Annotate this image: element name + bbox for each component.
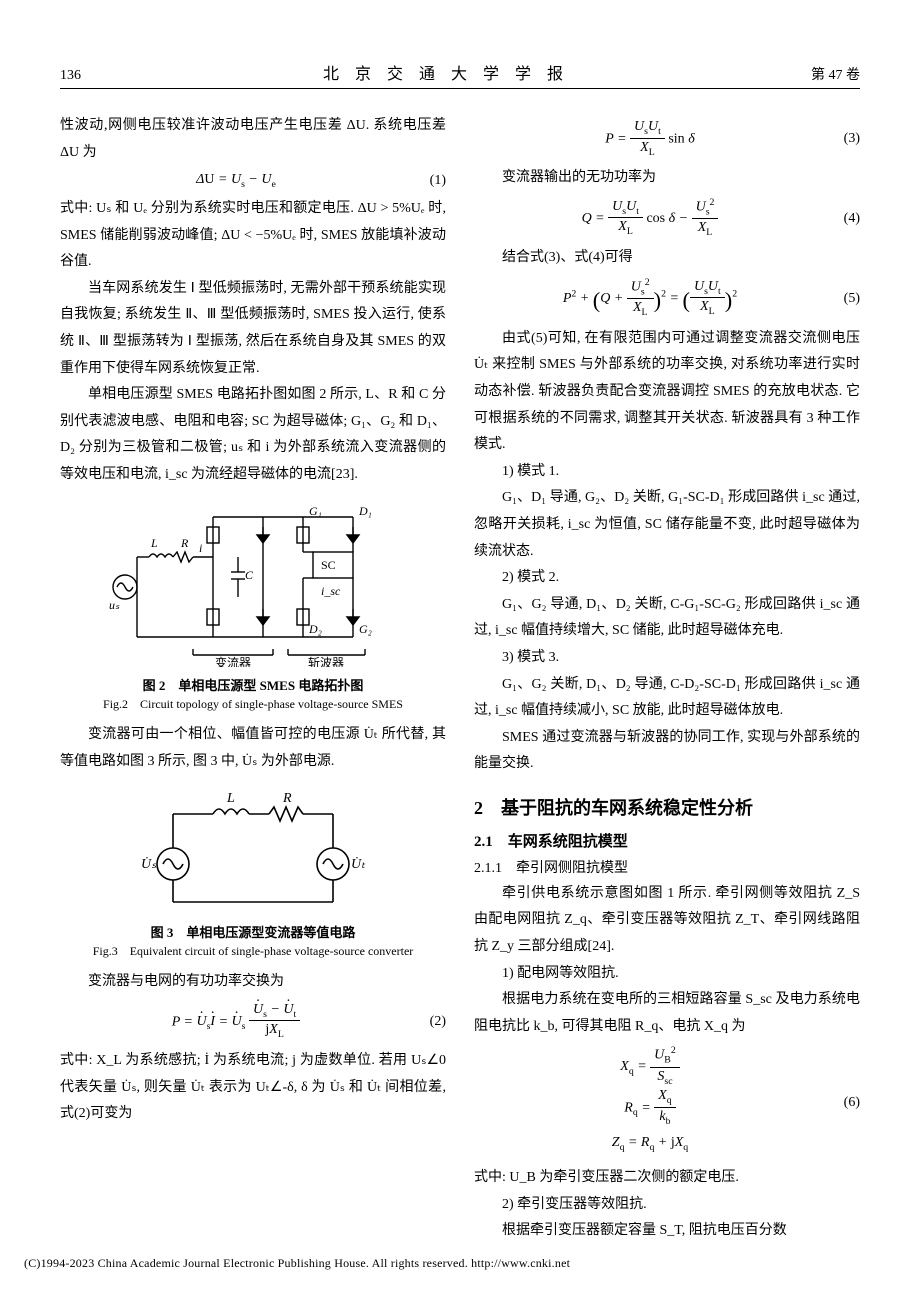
figure-2-caption-en: Fig.2 Circuit topology of single-phase v… [60, 696, 446, 713]
body-text: 式中: Uₛ 和 Uₑ 分别为系统实时电压和额定电压. ΔU > 5%Uₑ 时,… [60, 196, 446, 276]
svg-text:G₁: G₁ [309, 504, 322, 518]
section-2-title: 基于阻抗的车网系统稳定性分析 [501, 798, 753, 818]
svg-text:斩波器: 斩波器 [308, 656, 344, 667]
eq-body: P = UsUtXL sin δ [474, 119, 826, 159]
eq-number: (6) [826, 1095, 860, 1111]
svg-text:i: i [199, 541, 202, 555]
journal-title: 北 京 交 通 大 学 学 报 [323, 60, 569, 84]
right-column: P = UsUtXL sin δ (3) 变流器输出的无功功率为 Q = UsU… [474, 113, 860, 1245]
body-text: G₁、G₂ 关断, D₁、D₂ 导通, C-D₂-SC-D₁ 形成回路供 i_s… [474, 672, 860, 725]
svg-text:D₂: D₂ [308, 622, 322, 636]
svg-text:G₂: G₂ [359, 622, 372, 636]
body-text: 式中: X_L 为系统感抗; İ 为系统电流; j 为虚数单位. 若用 Uₛ∠0… [60, 1048, 446, 1128]
eq-number: (5) [826, 291, 860, 307]
svg-text:U̇ₛ: U̇ₛ [141, 855, 157, 871]
svg-text:变流器: 变流器 [215, 655, 251, 667]
svg-text:C: C [245, 568, 254, 582]
body-text: 变流器输出的无功功率为 [474, 165, 860, 192]
svg-text:uₛ: uₛ [109, 598, 120, 612]
eq-body: Xq = UB2Ssc Rq = Xqkb Zq = Rq + jXq [474, 1046, 826, 1159]
eq-number: (2) [412, 1014, 446, 1030]
content-columns: 性波动,网侧电压较准许波动电压产生电压差 ΔU. 系统电压差 ΔU 为 ΔU =… [60, 113, 860, 1245]
subsection-2-1-heading: 2.1 车网系统阻抗模型 [474, 830, 860, 851]
figure-2-caption-cn: 图 2 单相电压源型 SMES 电路拓扑图 [60, 675, 446, 694]
mode-2-heading: 2) 模式 2. [474, 565, 860, 592]
left-column: 性波动,网侧电压较准许波动电压产生电压差 ΔU. 系统电压差 ΔU 为 ΔU =… [60, 113, 446, 1245]
eq-number: (3) [826, 131, 860, 147]
body-text: 单相电压源型 SMES 电路拓扑图如图 2 所示, L、R 和 C 分别代表滤波… [60, 382, 446, 488]
svg-text:U̇ₜ: U̇ₜ [351, 855, 366, 871]
eq-body: ΔU = Us − Ue [60, 172, 412, 190]
eq-body: P2 + (Q + Us2XL)2 = (UsUtXL)2 [474, 278, 826, 320]
body-text: 牵引供电系统示意图如图 1 所示. 牵引网侧等效阻抗 Z_S 由配电网阻抗 Z_… [474, 881, 860, 961]
body-text: G₁、D₁ 导通, G₂、D₂ 关断, G₁-SC-D₁ 形成回路供 i_sc … [474, 485, 860, 565]
page-number: 136 [60, 68, 81, 84]
equation-1: ΔU = Us − Ue (1) [60, 172, 446, 190]
figure-3-circuit: L R U̇ₛ U̇ₜ [133, 784, 373, 914]
eq-body: Q = UsUtXL cos δ − Us2XL [474, 198, 826, 240]
item-1-heading: 1) 配电网等效阻抗. [474, 961, 860, 988]
equation-2: P = UsI = Us Us − UtjXL (2) [60, 1002, 446, 1042]
svg-text:i_sc: i_sc [321, 584, 341, 598]
volume-label: 第 47 卷 [811, 64, 860, 84]
body-text: 根据电力系统在变电所的三相短路容量 S_sc 及电力系统电阻电抗比 k_b, 可… [474, 987, 860, 1040]
mode-1-heading: 1) 模式 1. [474, 459, 860, 486]
eq-number: (1) [412, 173, 446, 189]
eq-number: (4) [826, 211, 860, 227]
mode-3-heading: 3) 模式 3. [474, 645, 860, 672]
subsubsection-2-1-1-heading: 2.1.1 牵引网侧阻抗模型 [474, 857, 860, 877]
section-2-heading: 2基于阻抗的车网系统稳定性分析 [474, 794, 860, 820]
page-footer: (C)1994-2023 China Academic Journal Elec… [24, 1256, 570, 1271]
figure-3-caption-en: Fig.3 Equivalent circuit of single-phase… [60, 943, 446, 960]
svg-text:SC: SC [321, 558, 336, 572]
figure-2-circuit: L R i uₛ C SC i_sc G₁ D₁ G₂ D₂ 变流器 斩波器 [103, 497, 403, 667]
item-2-heading: 2) 牵引变压器等效阻抗. [474, 1192, 860, 1219]
equation-5: P2 + (Q + Us2XL)2 = (UsUtXL)2 (5) [474, 278, 860, 320]
svg-text:R: R [180, 536, 189, 550]
body-text: 由式(5)可知, 在有限范围内可通过调整变流器交流侧电压 U̇ₜ 来控制 SME… [474, 326, 860, 459]
body-text: SMES 通过变流器与斩波器的协同工作, 实现与外部系统的能量交换. [474, 725, 860, 778]
svg-text:L: L [226, 791, 235, 806]
svg-text:L: L [150, 536, 158, 550]
body-text: 性波动,网侧电压较准许波动电压产生电压差 ΔU. 系统电压差 ΔU 为 [60, 113, 446, 166]
equation-4: Q = UsUtXL cos δ − Us2XL (4) [474, 198, 860, 240]
body-text: 变流器可由一个相位、幅值皆可控的电压源 U̇ₜ 所代替, 其等值电路如图 3 所… [60, 722, 446, 775]
body-text: G₁、G₂ 导通, D₁、D₂ 关断, C-G₁-SC-G₂ 形成回路供 i_s… [474, 592, 860, 645]
body-text: 式中: U_B 为牵引变压器二次侧的额定电压. [474, 1165, 860, 1192]
page-header: 136 北 京 交 通 大 学 学 报 第 47 卷 [60, 60, 860, 89]
body-text: 根据牵引变压器额定容量 S_T, 阻抗电压百分数 [474, 1218, 860, 1245]
svg-text:D₁: D₁ [358, 504, 372, 518]
equation-3: P = UsUtXL sin δ (3) [474, 119, 860, 159]
eq-body: P = UsI = Us Us − UtjXL [60, 1002, 412, 1042]
body-text: 当车网系统发生 Ⅰ 型低频振荡时, 无需外部干预系统能实现自我恢复; 系统发生 … [60, 276, 446, 382]
svg-text:R: R [282, 791, 292, 806]
figure-3-caption-cn: 图 3 单相电压源型变流器等值电路 [60, 922, 446, 941]
body-text: 结合式(3)、式(4)可得 [474, 245, 860, 272]
body-text: 变流器与电网的有功功率交换为 [60, 969, 446, 996]
equation-6: Xq = UB2Ssc Rq = Xqkb Zq = Rq + jXq (6) [474, 1046, 860, 1159]
